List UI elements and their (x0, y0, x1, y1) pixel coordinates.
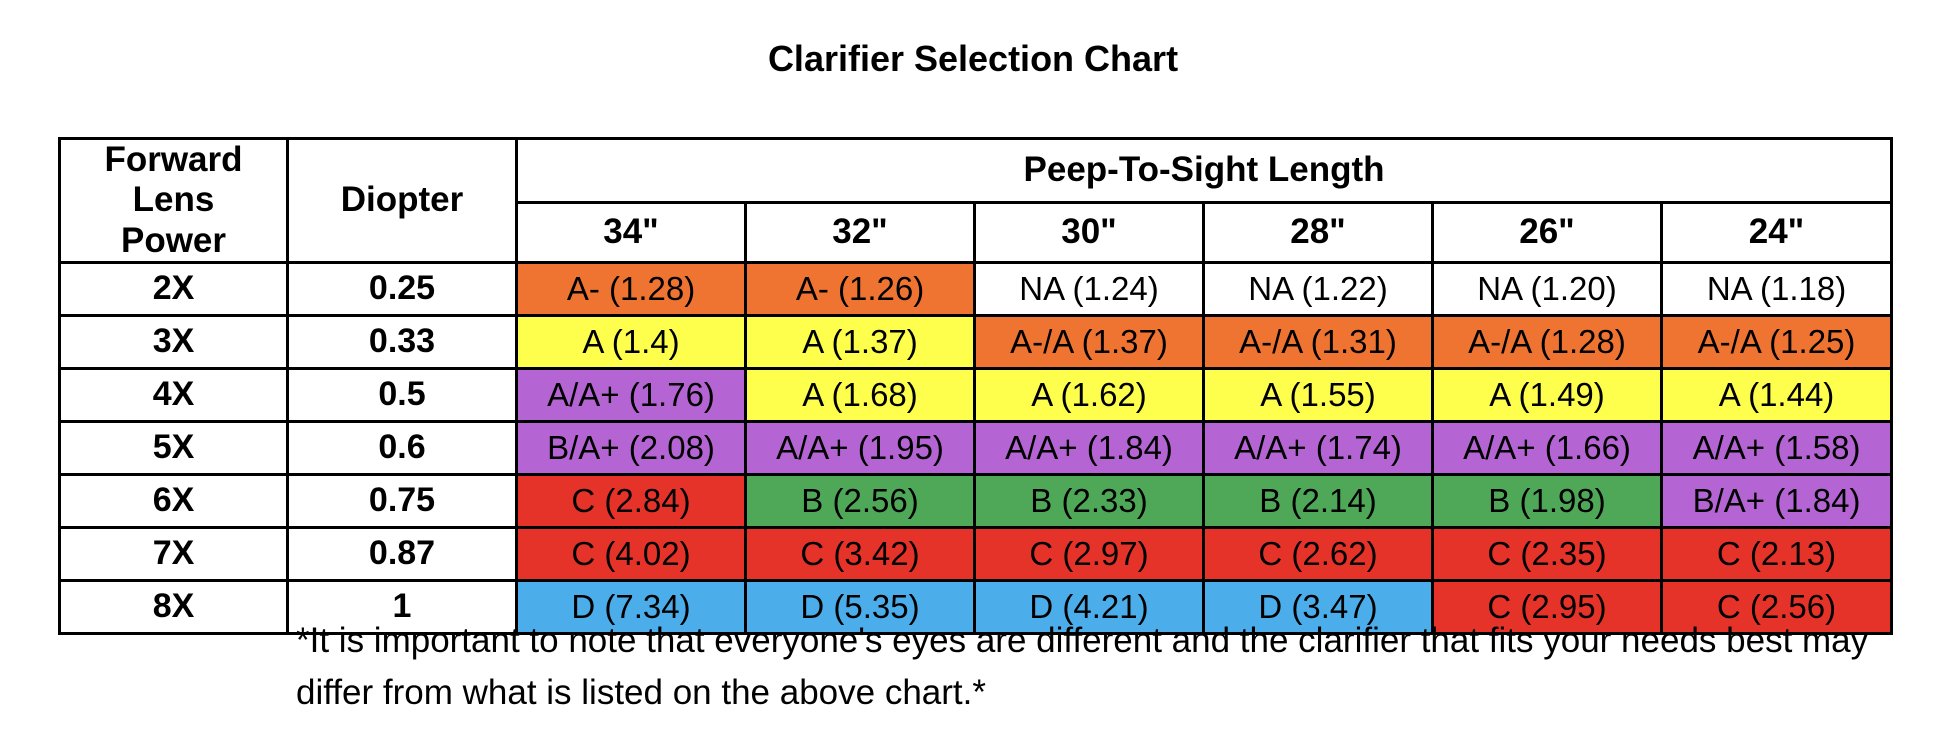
lens-power-cell: 6X (58, 472, 289, 529)
column-header: 28" (1202, 200, 1434, 264)
clarifier-cell: A/A+ (1.84) (973, 419, 1205, 476)
clarifier-cell: C (3.42) (744, 525, 976, 582)
clarifier-cell: B (2.33) (973, 472, 1205, 529)
clarifier-cell: A- (1.26) (744, 260, 976, 317)
lens-power-cell: 8X (58, 578, 289, 635)
table-row: 2X 0.25 A- (1.28) A- (1.26) NA (1.24) NA (1.2… (58, 260, 1894, 317)
clarifier-cell: C (2.56) (1659, 578, 1894, 635)
clarifier-cell: C (2.13) (1659, 525, 1894, 582)
table-row: 8X 1 D (7.34) D (5.35) D (4.21) D (3.47) C (2.… (58, 578, 1894, 635)
clarifier-cell: A/A+ (1.66) (1431, 419, 1663, 476)
header-peep-to-sight: Peep-To-Sight Length (514, 137, 1894, 204)
clarifier-cell: B (2.56) (744, 472, 976, 529)
clarifier-cell: A-/A (1.37) (973, 313, 1205, 370)
footnote: *It is important to note that everyone's… (296, 621, 1869, 712)
lens-power-cell: 5X (58, 419, 289, 476)
clarifier-cell: D (4.21) (973, 578, 1205, 635)
column-header: 32" (744, 200, 976, 264)
chart-title: Clarifier Selection Chart (767, 38, 1179, 79)
diopter-cell: 0.25 (286, 260, 518, 317)
clarifier-cell: C (4.02) (515, 525, 747, 582)
lens-power-cell: 2X (58, 260, 289, 317)
table-row: 3X 0.33 A (1.4) A (1.37) A-/A (1.37) A-/A (1.… (58, 313, 1894, 370)
diopter-cell: 0.33 (286, 313, 518, 370)
clarifier-cell: A- (1.28) (515, 260, 747, 317)
clarifier-cell: D (7.34) (515, 578, 747, 635)
clarifier-cell: NA (1.20) (1431, 260, 1663, 317)
header-lens-power: Forward Lens Power (58, 137, 289, 264)
column-header: 24" (1659, 200, 1894, 264)
lens-power-cell: 4X (58, 366, 289, 423)
clarifier-cell: A-/A (1.25) (1659, 313, 1894, 370)
clarifier-cell: A (1.55) (1202, 366, 1434, 423)
clarifier-cell: B/A+ (2.08) (515, 419, 747, 476)
table-row: 4X 0.5 A/A+ (1.76) A (1.68) A (1.62) A (1.55)… (58, 366, 1894, 423)
header-diopter: Diopter (286, 137, 518, 264)
clarifier-cell: A (1.68) (744, 366, 976, 423)
clarifier-cell: A (1.37) (744, 313, 976, 370)
clarifier-cell: C (2.35) (1431, 525, 1663, 582)
table-body: 2X 0.25 A- (1.28) A- (1.26) NA (1.24) NA (1.2… (58, 260, 1894, 635)
clarifier-cell: A (1.44) (1659, 366, 1894, 423)
table-row: 7X 0.87 C (4.02) C (3.42) C (2.97) C (2.62) C … (58, 525, 1894, 582)
lens-power-cell: 3X (58, 313, 289, 370)
clarifier-cell: A/A+ (1.76) (515, 366, 747, 423)
clarifier-cell: A-/A (1.28) (1431, 313, 1663, 370)
clarifier-cell: C (2.97) (973, 525, 1205, 582)
diopter-cell: 0.6 (286, 419, 518, 476)
diopter-cell: 0.5 (286, 366, 518, 423)
clarifier-cell: B (1.98) (1431, 472, 1663, 529)
clarifier-cell: NA (1.24) (973, 260, 1205, 317)
column-header: 26" (1431, 200, 1663, 264)
diopter-cell: 1 (286, 578, 518, 635)
clarifier-cell: C (2.95) (1431, 578, 1663, 635)
clarifier-cell: A/A+ (1.95) (744, 419, 976, 476)
clarifier-cell: C (2.84) (515, 472, 747, 529)
diopter-cell: 0.75 (286, 472, 518, 529)
clarifier-cell: A (1.4) (515, 313, 747, 370)
clarifier-cell: NA (1.22) (1202, 260, 1434, 317)
table-row: 5X 0.6 B/A+ (2.08) A/A+ (1.95) A/A+ (1.84) A/… (58, 419, 1894, 476)
clarifier-cell: NA (1.18) (1659, 260, 1894, 317)
clarifier-cell: A/A+ (1.58) (1659, 419, 1894, 476)
clarifier-cell: A (1.49) (1431, 366, 1663, 423)
column-header-row: 34" 32" 30" 28" 26" 24" (60, 200, 1894, 264)
clarifier-cell: B/A+ (1.84) (1659, 472, 1894, 529)
clarifier-cell: C (2.62) (1202, 525, 1434, 582)
column-header: 30" (973, 200, 1205, 264)
lens-power-cell: 7X (58, 525, 289, 582)
clarifier-cell: A (1.62) (973, 366, 1205, 423)
clarifier-cell: A-/A (1.31) (1202, 313, 1434, 370)
clarifier-table: Forward Lens Power Diopter Peep-To-Sight… (58, 137, 1894, 635)
clarifier-cell: D (3.47) (1202, 578, 1434, 635)
clarifier-cell: B (2.14) (1202, 472, 1434, 529)
column-header: 34" (515, 200, 747, 264)
diopter-cell: 0.87 (286, 525, 518, 582)
clarifier-cell: D (5.35) (744, 578, 976, 635)
clarifier-cell: A/A+ (1.74) (1202, 419, 1434, 476)
table-row: 6X 0.75 C (2.84) B (2.56) B (2.33) B (2.14) B … (58, 472, 1894, 529)
